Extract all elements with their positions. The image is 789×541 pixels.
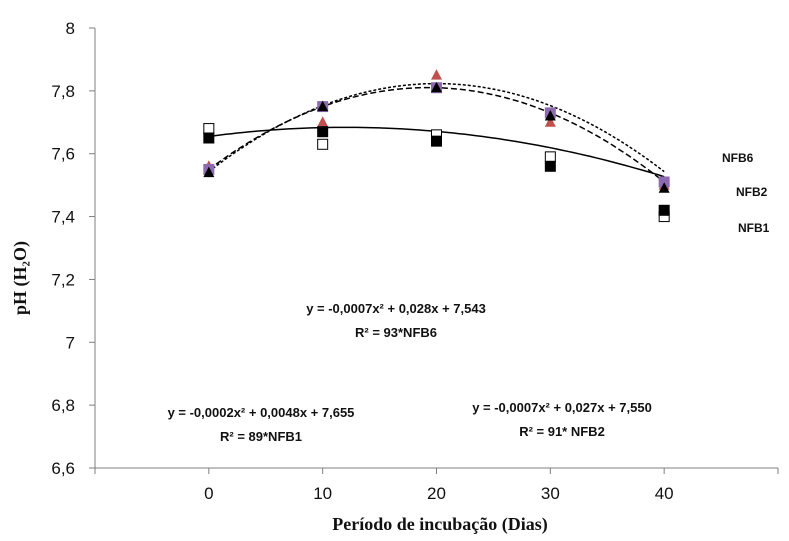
y-tick-label: 7 [66, 333, 75, 352]
x-tick-label: 20 [427, 484, 446, 503]
series-label-nfb2: NFB2 [736, 185, 768, 199]
point-nfb6-triangle [431, 69, 442, 80]
x-tick-label: 40 [655, 484, 674, 503]
equation-nfb1: y = -0,0002x² + 0,0048x + 7,655 [168, 405, 355, 420]
r2-nfb6: R² = 93*NFB6 [355, 325, 437, 340]
point-nfb2 [203, 166, 215, 178]
y-tick-label: 7,6 [51, 145, 75, 164]
fit-curve-nfb6 [208, 82, 665, 173]
axes: 6,6 6,8 7 7,2 7,4 7,6 7,8 8 0 10 20 30 40 [51, 19, 779, 503]
x-tick-label: 10 [313, 484, 332, 503]
point-nfb1 [203, 132, 215, 144]
y-axis-title: pH (H₂O) [10, 241, 31, 315]
point-nfb1-open [203, 123, 215, 135]
equation-nfb2: y = -0,0007x² + 0,027x + 7,550 [472, 400, 652, 415]
r2-nfb2: R² = 91* NFB2 [519, 424, 605, 439]
point-nfb1 [431, 135, 442, 147]
equation-nfb6: y = -0,0007x² + 0,028x + 7,543 [306, 301, 486, 316]
y-tick-label: 6,8 [51, 396, 75, 415]
x-tick-label: 30 [541, 484, 560, 503]
x-axis-title: Período de incubação (Dias) [332, 514, 548, 535]
series-label-nfb6: NFB6 [722, 151, 754, 165]
x-tick-label: 0 [204, 484, 213, 503]
point-nfb2 [544, 110, 556, 121]
point-nfb1 [317, 126, 329, 138]
point-nfb2 [658, 182, 670, 193]
point-nfb1-open [317, 138, 329, 150]
point-nfb2 [317, 100, 329, 112]
y-tick-label: 7,4 [51, 208, 75, 227]
point-nfb2 [431, 81, 442, 93]
y-tick-label: 7,2 [51, 270, 75, 289]
point-nfb1 [544, 160, 556, 172]
y-tick-label: 6,6 [51, 459, 75, 478]
y-tick-label: 8 [66, 19, 75, 38]
r2-nfb1: R² = 89*NFB1 [220, 429, 302, 444]
point-nfb1-open [544, 151, 556, 163]
y-tick-label: 7,8 [51, 82, 75, 101]
point-nfb6-triangle [544, 116, 556, 127]
point-nfb6-triangle [317, 116, 329, 127]
series-label-nfb1: NFB1 [738, 221, 770, 235]
data-points [203, 69, 670, 223]
point-nfb1 [658, 204, 670, 216]
